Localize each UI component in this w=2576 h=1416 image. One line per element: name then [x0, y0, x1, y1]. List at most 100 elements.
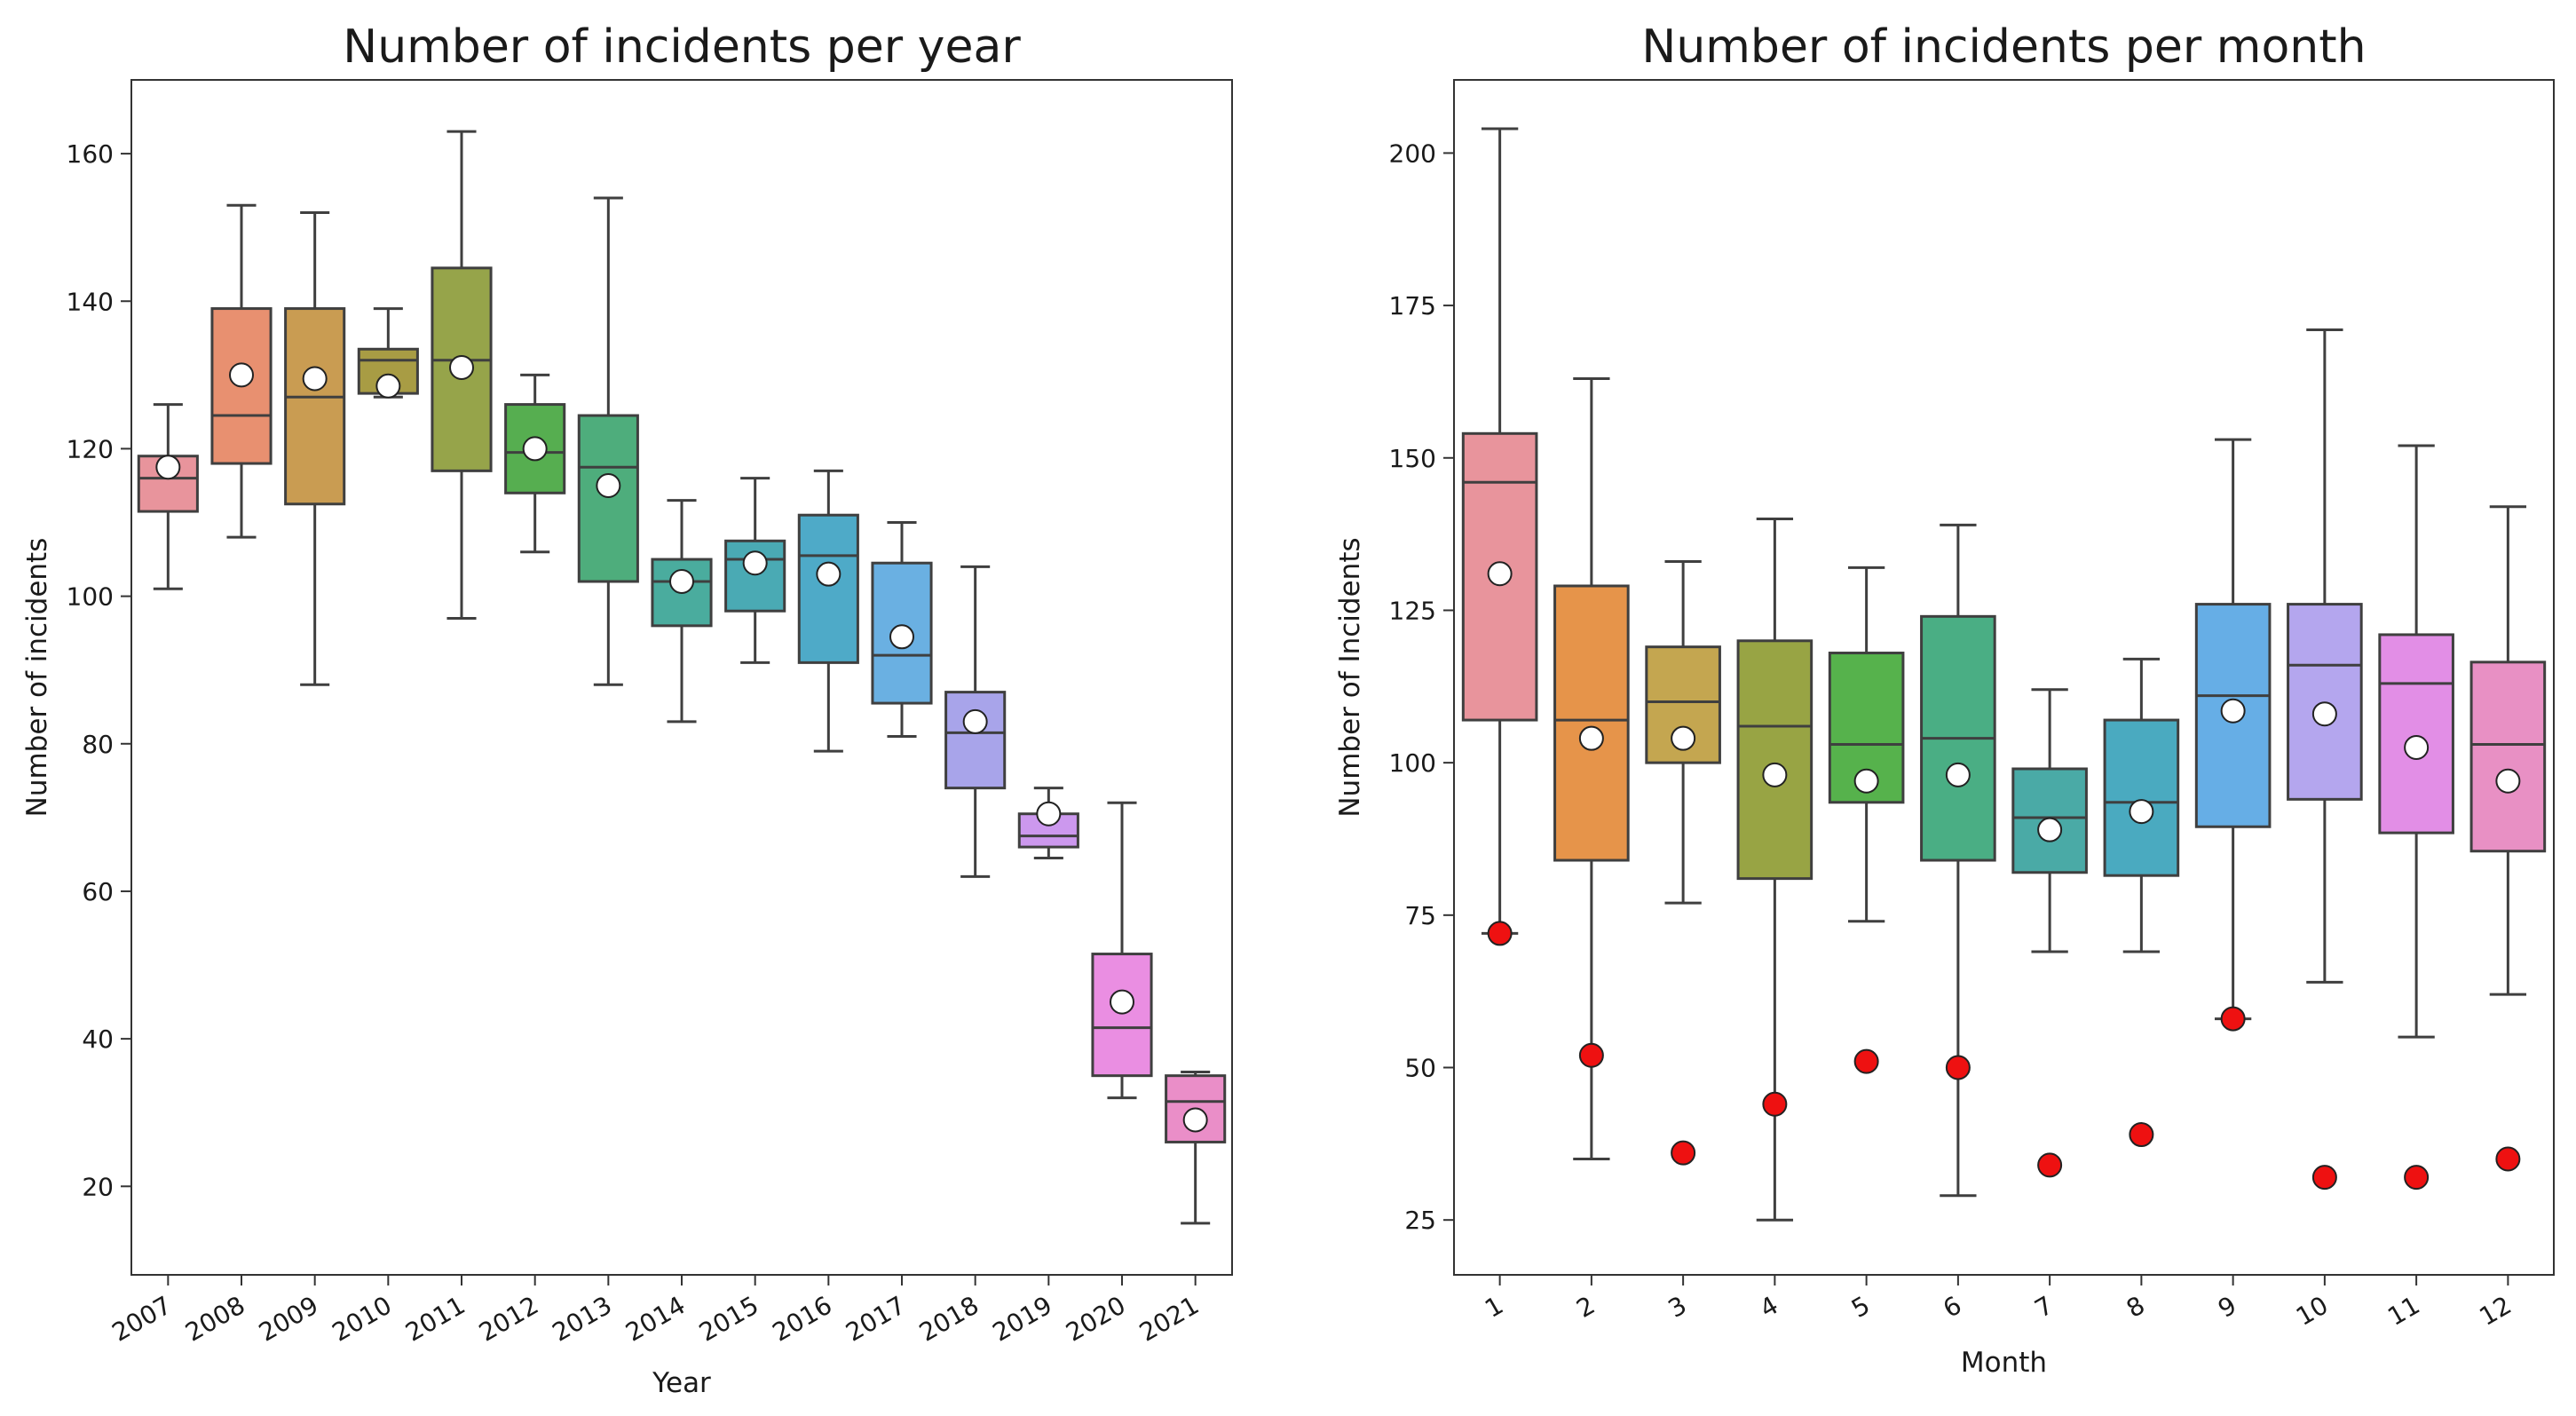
mean-marker — [1671, 725, 1696, 751]
chart-svg: Number of incidents per year 20 40 60 80 100 1… — [21, 20, 1233, 1399]
mean-marker — [1487, 561, 1513, 587]
y-tick-label: 75 — [1404, 901, 1436, 930]
mean-marker — [596, 472, 621, 498]
box-2009 — [284, 211, 346, 686]
y-tick-label: 40 — [82, 1024, 114, 1054]
x-tick-label: 2013 — [548, 1290, 617, 1347]
y-axis-label: Number of incidents — [21, 538, 53, 818]
box-2015 — [724, 477, 786, 664]
outlier-marker — [2129, 1122, 2154, 1148]
y-tick-label: 60 — [82, 877, 114, 906]
x-tick-label: 4 — [1755, 1290, 1783, 1323]
x-tick-label: 11 — [2382, 1290, 2424, 1331]
box-body — [284, 307, 346, 506]
box-2012 — [504, 373, 566, 554]
y-tick-label: 200 — [1389, 138, 1436, 168]
outlier-marker — [2311, 1165, 2337, 1191]
x-tick-label: 2008 — [180, 1290, 249, 1347]
x-axis-label: Year — [652, 1367, 711, 1399]
y-tick-label: 100 — [67, 582, 114, 612]
outlier-marker — [1487, 921, 1513, 946]
x-tick-label: 10 — [2291, 1290, 2333, 1331]
mean-marker — [2404, 734, 2430, 760]
box-body — [1553, 584, 1630, 862]
outlier-marker — [2220, 1006, 2246, 1032]
chart-incidents-per-year: Number of incidents per year 20 40 60 80 100 1… — [0, 0, 1288, 1412]
y-tick-label: 100 — [1389, 748, 1436, 778]
box-10 — [2287, 328, 2363, 1191]
box-body — [2378, 633, 2454, 835]
box-2007 — [137, 403, 199, 590]
outlier-marker — [2037, 1152, 2063, 1178]
box-12 — [2469, 505, 2547, 1172]
x-tick-label: 2011 — [400, 1290, 470, 1347]
mean-marker — [669, 568, 694, 594]
box-2013 — [577, 196, 639, 686]
mean-marker — [1762, 762, 1788, 787]
box-5 — [1828, 566, 1905, 1074]
chart-title: Number of incidents per month — [1641, 20, 2366, 74]
box-2011 — [431, 130, 493, 621]
box-2014 — [651, 499, 713, 724]
mean-marker — [2311, 701, 2337, 727]
x-tick-label: 2009 — [254, 1290, 323, 1347]
mean-marker — [2037, 817, 2063, 842]
y-tick-label: 150 — [1389, 444, 1436, 473]
outlier-marker — [1853, 1048, 1879, 1074]
box-2010 — [357, 307, 419, 399]
box-2019 — [1017, 787, 1079, 860]
mean-marker — [522, 436, 548, 462]
x-tick-label: 2012 — [474, 1290, 543, 1347]
y-tick-label: 160 — [67, 139, 114, 169]
box-2016 — [797, 469, 859, 753]
box-6 — [1920, 523, 1996, 1198]
y-tick-label: 25 — [1404, 1206, 1436, 1235]
x-tick-label: 1 — [1480, 1290, 1508, 1323]
x-tick-label: 7 — [2030, 1290, 2058, 1323]
box-body — [577, 414, 639, 583]
y-tick-label: 80 — [82, 730, 114, 759]
box-body — [1091, 953, 1153, 1078]
mean-marker — [155, 455, 181, 480]
x-tick-label: 2021 — [1134, 1290, 1204, 1347]
outlier-marker — [1578, 1042, 1604, 1068]
box-2020 — [1091, 801, 1153, 1100]
x-tick-label: 2010 — [328, 1290, 397, 1347]
mean-marker — [962, 708, 988, 734]
mean-marker — [1036, 801, 1062, 827]
mean-marker — [1945, 762, 1971, 787]
mean-marker — [1182, 1107, 1208, 1133]
box-body — [1736, 639, 1813, 881]
box-4 — [1736, 517, 1813, 1222]
x-tick-label: 2 — [1571, 1290, 1600, 1323]
plot-frame — [130, 79, 1233, 1276]
mean-marker — [816, 561, 842, 587]
outlier-marker — [1762, 1091, 1788, 1117]
box-2 — [1553, 377, 1630, 1161]
mean-marker — [449, 355, 474, 381]
x-tick-label: 3 — [1663, 1290, 1692, 1323]
x-tick-label: 9 — [2213, 1290, 2241, 1323]
box-2018 — [944, 565, 1007, 878]
box-body — [2103, 718, 2180, 877]
chart-incidents-per-month: Number of incidents per month 25 50 75 100 12… — [1288, 0, 2576, 1412]
box-8 — [2103, 657, 2180, 1148]
x-tick-label: 2020 — [1061, 1290, 1130, 1347]
y-tick-label: 175 — [1389, 291, 1436, 320]
y-axis-label: Number of Incidents — [1334, 537, 1366, 817]
box-2017 — [871, 521, 933, 738]
box-11 — [2378, 444, 2454, 1191]
mean-marker — [302, 366, 328, 392]
mean-marker — [1853, 768, 1879, 794]
mean-marker — [2220, 698, 2246, 724]
plot-frame — [1453, 79, 2555, 1276]
y-tick-label: 125 — [1389, 596, 1436, 625]
mean-marker — [742, 550, 768, 576]
mean-marker — [1110, 989, 1134, 1015]
mean-marker — [1578, 725, 1604, 751]
y-tick-label: 50 — [1404, 1054, 1436, 1083]
mean-marker — [375, 373, 401, 399]
x-tick-label: 2016 — [768, 1290, 837, 1347]
x-tick-label: 2015 — [694, 1290, 763, 1347]
box-body — [944, 691, 1007, 790]
